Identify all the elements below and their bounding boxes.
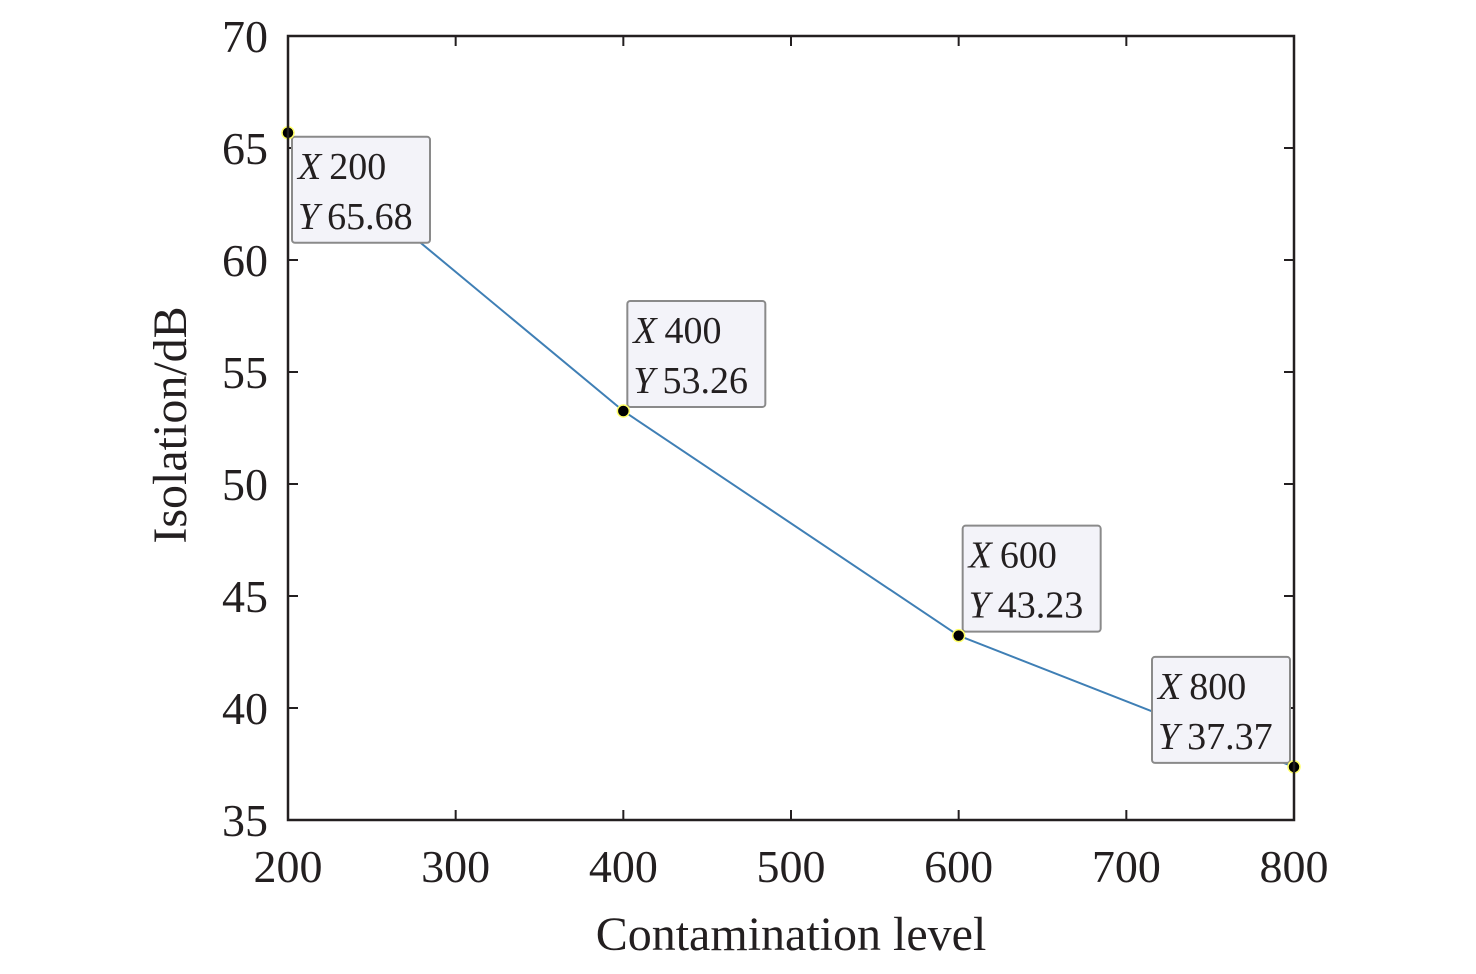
y-tick-label: 70 (222, 11, 268, 62)
x-tick-label: 400 (589, 841, 658, 892)
x-tick-label: 800 (1260, 841, 1329, 892)
tick-labels: 200 300 400 500 600 700 800 35 40 45 50 55 60 65 70 (222, 11, 1329, 892)
data-tip-x-label: X (296, 146, 323, 188)
y-tick-label: 40 (222, 683, 268, 734)
y-tick-label: 50 (222, 459, 268, 510)
x-tick-label: 700 (1092, 841, 1161, 892)
axis-ticks (287, 35, 1295, 821)
data-tip-y: Y 43.23 (969, 585, 1084, 627)
series-line (287, 131, 1295, 768)
x-tick-label: 600 (924, 841, 993, 892)
data-tip-y: Y 65.68 (298, 196, 413, 238)
data-tip-x: X 600 (967, 535, 1057, 577)
data-tip-x-value: 200 (329, 146, 386, 188)
data-tip-x-value: 600 (1000, 535, 1057, 577)
data-point[interactable] (616, 404, 631, 418)
y-tick-label: 55 (222, 347, 268, 398)
data-tip-x: X 800 (1156, 666, 1246, 708)
data-tip-box (961, 524, 1102, 633)
data-tip-y-label: Y (633, 360, 658, 402)
plot-frame (286, 34, 1296, 822)
data-point[interactable] (951, 628, 966, 643)
data-tip-y-value: 43.23 (998, 585, 1084, 627)
x-tick-label: 300 (421, 841, 490, 892)
data-tip-x-value: 400 (665, 310, 722, 352)
series-lines (287, 131, 1295, 768)
data-tip-y-label: Y (1158, 716, 1183, 758)
data-tip-box (1151, 655, 1291, 764)
y-tick-label: 45 (222, 571, 268, 622)
data-tip-y-value: 65.68 (327, 196, 413, 238)
data-tip-y-label: Y (969, 585, 994, 627)
y-tick-label: 65 (222, 123, 268, 174)
data-tip-box (626, 299, 767, 408)
data-tip-x-label: X (1156, 666, 1183, 708)
data-points (281, 126, 1301, 774)
data-tip-y-label: Y (298, 196, 323, 238)
data-tip-x: X 400 (631, 310, 721, 352)
data-tip-y: Y 37.37 (1158, 716, 1273, 758)
y-axis-title: Isolation/dB (144, 306, 197, 543)
data-tip-x-value: 800 (1189, 666, 1246, 708)
y-tick-label: 60 (222, 235, 268, 286)
data-tip-x-label: X (967, 535, 994, 577)
data-tip-x: X 200 (296, 146, 386, 188)
y-tick-label: 35 (222, 795, 268, 846)
x-tick-label: 200 (254, 841, 323, 892)
data-tip-y: Y 53.26 (633, 360, 748, 402)
data-tip-y-value: 37.37 (1187, 716, 1273, 758)
data-tip-y-value: 53.26 (662, 360, 748, 402)
x-tick-label: 500 (757, 841, 826, 892)
data-tip-box (291, 135, 431, 244)
data-tip-x-label: X (631, 310, 658, 352)
x-axis-title: Contamination level (596, 908, 987, 961)
